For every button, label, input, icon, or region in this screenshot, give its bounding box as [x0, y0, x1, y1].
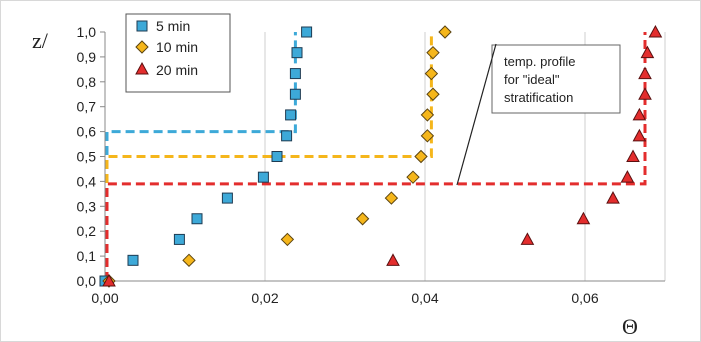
data-point-square [291, 47, 303, 59]
x-tick-label: 0,04 [411, 290, 438, 306]
x-tick-label: 0,00 [91, 290, 118, 306]
y-tick-label: 0,3 [77, 198, 97, 214]
annotation-box [491, 44, 621, 114]
legend-label-10min: 10 min [156, 39, 198, 55]
data-point-diamond [406, 170, 420, 184]
y-tick-label: 0,8 [77, 74, 97, 90]
x-tick-label: 0,06 [571, 290, 598, 306]
annotation-line-1: temp. profile [504, 54, 576, 69]
data-point-triangle [638, 66, 652, 80]
annotation-line-3: stratification [504, 90, 573, 105]
data-point-triangle [520, 232, 535, 245]
data-point-square [191, 213, 203, 225]
x-tick-labels: 0,00 0,02 0,04 0,06 [91, 290, 598, 306]
y-tick-label: 0,6 [77, 124, 97, 140]
data-point-triangle [632, 107, 647, 121]
data-point-diamond [424, 66, 439, 81]
y-tick-label: 0,5 [77, 149, 97, 165]
x-tick-label: 0,02 [251, 290, 278, 306]
data-series [99, 24, 663, 288]
data-point-triangle [640, 45, 655, 59]
data-point-diamond [420, 129, 435, 143]
data-point-triangle [632, 128, 647, 142]
data-point-square [281, 130, 293, 142]
legend-marker-20min [135, 61, 149, 75]
legend-label-5min: 5 min [156, 18, 190, 34]
legend-label-20min: 20 min [156, 62, 198, 78]
data-point-square [221, 192, 233, 204]
data-point-diamond [414, 149, 428, 164]
data-point-triangle [576, 211, 591, 225]
y-tick-label: 0,1 [77, 248, 97, 264]
data-point-square [257, 171, 269, 183]
data-point-diamond [182, 253, 196, 268]
annotation-line-2: for "ideal" [504, 72, 560, 87]
data-point-square [301, 26, 313, 38]
data-point-square [289, 88, 301, 100]
data-point-square [173, 233, 185, 245]
y-tick-labels: 0,0 0,1 0,2 0,3 0,4 0,5 0,6 0,7 0,8 0,9 1,0 [77, 24, 97, 289]
data-point-square [127, 254, 139, 266]
data-point-triangle [626, 149, 640, 162]
data-point-diamond [438, 25, 452, 39]
data-point-triangle [648, 24, 663, 38]
data-point-triangle [386, 253, 400, 266]
legend-marker-10min [135, 40, 149, 54]
data-point-diamond [355, 212, 370, 226]
data-point-square [271, 151, 283, 162]
data-point-triangle [102, 273, 116, 287]
legend-marker-5min [136, 20, 148, 32]
y-tick-label: 1,0 [77, 24, 97, 40]
y-tick-label: 0,7 [77, 99, 97, 115]
data-point-diamond [420, 108, 435, 122]
data-point-triangle [606, 191, 620, 204]
annotation: temp. profile for "ideal" stratification [456, 43, 621, 186]
data-point-square [285, 109, 297, 121]
legend: 5 min 10 min 20 min [125, 13, 231, 93]
data-point-square [289, 68, 301, 80]
ideal-profile-line [105, 32, 647, 281]
y-axis-title: z/ [32, 28, 49, 53]
y-tick-label: 0,4 [77, 173, 97, 189]
annotation-pointer [456, 43, 497, 186]
data-point-diamond [426, 87, 440, 101]
data-point-diamond [384, 191, 399, 205]
y-tick-label: 0,2 [77, 223, 97, 239]
axes [100, 31, 665, 282]
data-point-triangle [638, 87, 652, 100]
data-point-diamond [426, 45, 440, 60]
data-point-triangle [620, 170, 635, 183]
y-tick-label: 0,0 [77, 273, 97, 289]
x-axis-title: Θ [622, 314, 638, 339]
y-tick-label: 0,9 [77, 49, 97, 65]
data-point-diamond [280, 232, 295, 247]
